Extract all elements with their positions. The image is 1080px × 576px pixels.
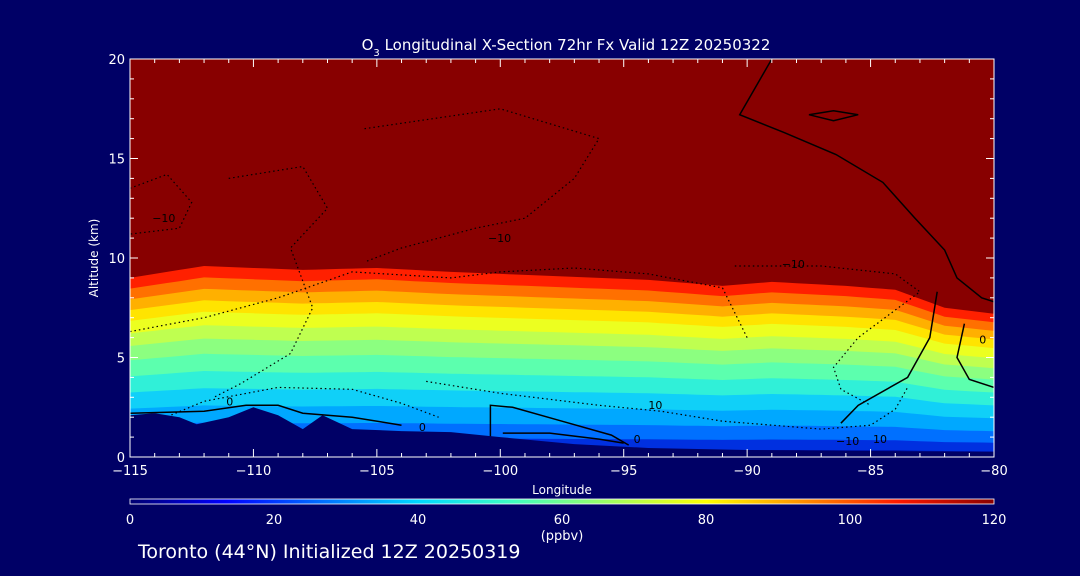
y-axis-label: Altitude (km) (87, 219, 101, 298)
contour-dotted-5 (734, 265, 921, 406)
contour-solid-2 (956, 323, 994, 389)
x-tick-label-7: −80 (980, 464, 1007, 479)
x-tick-label-6: −85 (857, 464, 884, 479)
contour-dotted-4 (426, 380, 909, 430)
contour-label-5: 10 (648, 399, 662, 412)
colorbar-tick-label-4: 80 (698, 513, 715, 528)
colorbar-tick-label-6: 120 (982, 513, 1007, 528)
x-tick-label-2: −105 (359, 464, 395, 479)
terrain-mask (130, 407, 994, 457)
y-tick-label-2: 10 (108, 252, 125, 267)
colorbar-tick-label-1: 20 (266, 513, 283, 528)
contour-dotted-1 (130, 267, 748, 338)
x-tick-label-3: −100 (482, 464, 518, 479)
contour-solid-6 (130, 404, 402, 426)
contour-solid-3 (808, 109, 859, 122)
y-tick-label-4: 20 (108, 53, 125, 68)
colorbar: 0 20 40 60 80 100 120 (126, 498, 1007, 528)
contour-label-8: 10 (873, 433, 887, 446)
x-tick-label-4: −95 (610, 464, 637, 479)
contour-label-9: 0 (979, 334, 986, 347)
x-tick-label-0: −115 (112, 464, 148, 479)
contour-label-2: −10 (782, 258, 805, 271)
contour-label-3: 0 (226, 395, 233, 408)
contour-label-0: −10 (152, 212, 175, 225)
contour-label-4: 0 (419, 421, 426, 434)
contour-label-1: −10 (488, 232, 511, 245)
colorbar-unit-label: (ppbv) (541, 529, 584, 544)
colorbar-tick-label-0: 0 (126, 513, 134, 528)
colorbar-tick-label-2: 40 (410, 513, 427, 528)
plot-area: −10 −10 −10 0 0 10 0 −10 10 0 (130, 59, 994, 457)
footer-info: Toronto (44°N) Initialized 12Z 20250319 (138, 541, 521, 563)
contour-dotted-0 (130, 173, 193, 235)
contour-solid-1 (840, 291, 938, 424)
y-tick-label-0: 0 (117, 451, 125, 466)
x-axis-label: Longitude (532, 483, 592, 497)
colorbar-strip (129, 498, 995, 505)
colorbar-tick-label-3: 60 (554, 513, 571, 528)
contour-label-6: 0 (634, 433, 641, 446)
contour-solid-5 (502, 432, 624, 444)
y-tick-label-1: 5 (117, 352, 125, 367)
chart-title: O3 Longitudinal X-Section 72hr Fx Valid … (362, 36, 771, 59)
y-tick-label-3: 15 (108, 153, 125, 168)
colorbar-tick-label-5: 100 (838, 513, 863, 528)
contour-solid-0 (738, 59, 994, 303)
x-tick-label-5: −90 (733, 464, 760, 479)
contour-label-7: −10 (836, 435, 859, 448)
x-tick-label-1: −110 (236, 464, 272, 479)
contour-solid-4 (489, 404, 630, 446)
contour-dotted-3 (364, 108, 600, 263)
